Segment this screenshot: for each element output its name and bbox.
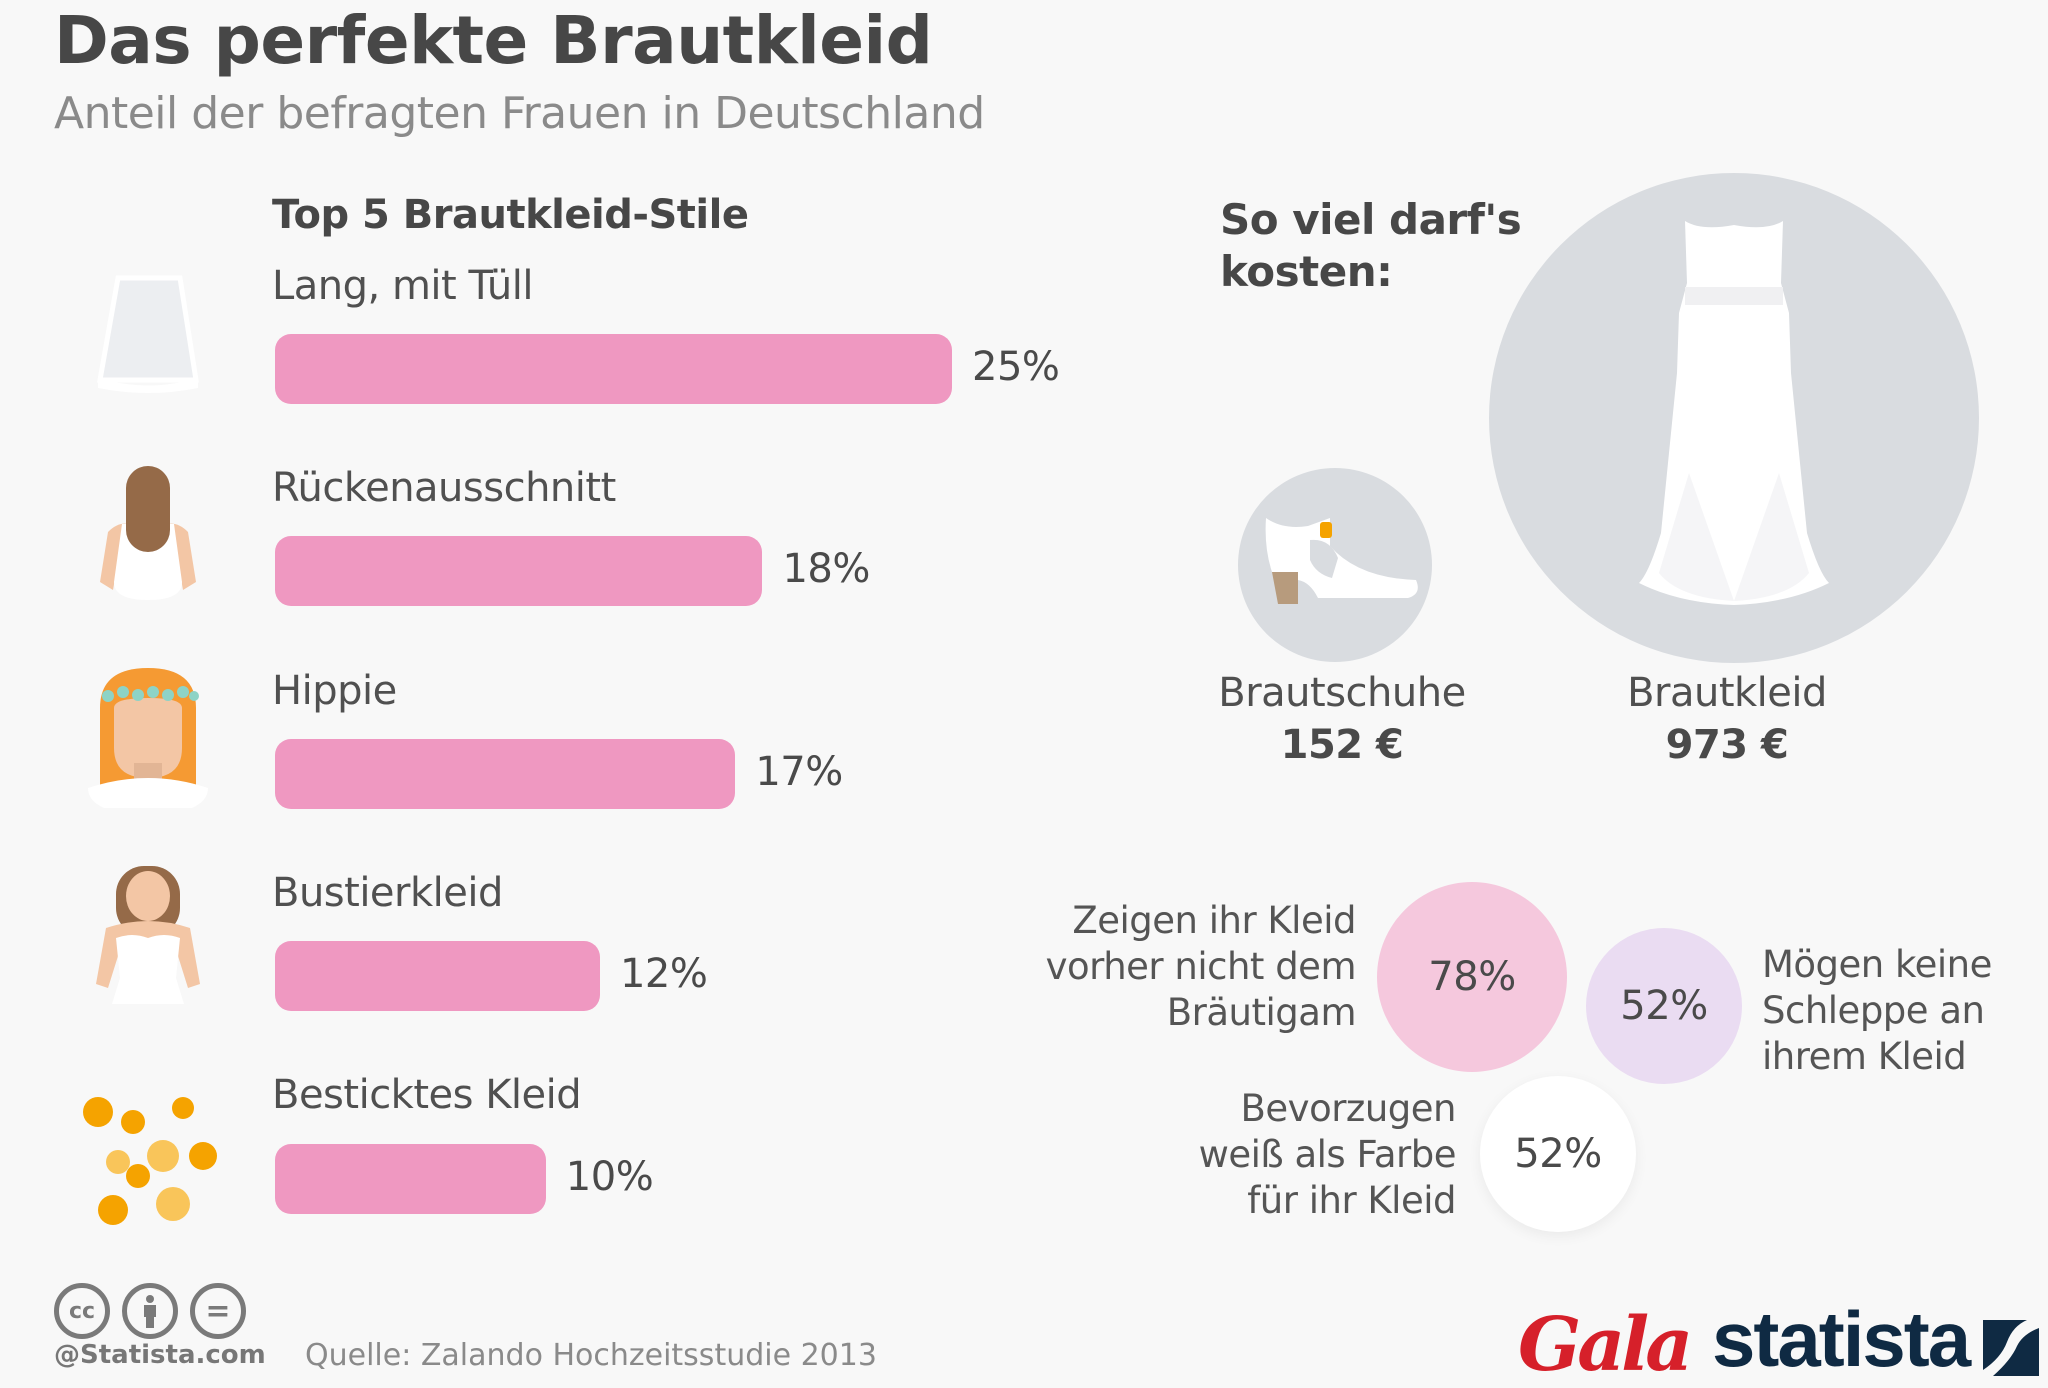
cost-label: Brautkleid (1627, 670, 1827, 716)
tulle-dress-icon (97, 275, 199, 393)
gala-logo[interactable]: Gala (1518, 1302, 1693, 1388)
statista-wordmark: statista (1712, 1295, 1971, 1383)
fact-label: Zeigen ihr Kleid vorher nicht dem Bräuti… (1045, 898, 1357, 1036)
bar (275, 1144, 546, 1214)
bar-chart-title: Top 5 Brautkleid-Stile (272, 192, 749, 238)
cost-title-line: So viel darf's (1220, 195, 1522, 244)
fact-label: Bevorzugen weiß als Farbe für ihr Kleid (1198, 1086, 1457, 1224)
bar-value-label: 17% (755, 749, 843, 795)
bar-value-label: 18% (782, 546, 870, 592)
cost-bubble-shoes (1238, 468, 1432, 662)
bar-label: Rückenausschnitt (272, 465, 616, 511)
bar-label: Bustierkleid (272, 870, 503, 916)
bar (275, 941, 600, 1011)
bar-label: Besticktes Kleid (272, 1072, 582, 1118)
cc-icon[interactable]: cc (54, 1283, 110, 1339)
statista-mark-icon (1983, 1320, 2040, 1376)
fact-bubble: 52% (1586, 928, 1742, 1084)
bar (275, 334, 952, 404)
by-attribution-icon[interactable] (122, 1283, 178, 1339)
cost-section-title: So viel darf's kosten: (1220, 194, 1522, 298)
bar-label: Hippie (272, 668, 397, 714)
nd-icon-text: = (205, 1293, 231, 1329)
embroidery-beads-icon (83, 1097, 217, 1225)
person-glyph (144, 1295, 156, 1328)
license-icons: cc = (54, 1283, 246, 1339)
fact-bubble: 78% (1377, 882, 1567, 1072)
fact-line: Mögen keine (1762, 943, 1992, 986)
fact-line: Zeigen ihr Kleid (1072, 899, 1356, 942)
bar-label: Lang, mit Tüll (272, 263, 533, 309)
chart-subtitle: Anteil der befragten Frauen in Deutschla… (54, 88, 985, 139)
fact-line: Schleppe an (1762, 989, 1985, 1032)
cost-bubble-dress (1489, 173, 1979, 663)
fact-bubble: 52% (1480, 1076, 1636, 1232)
fact-line: für ihr Kleid (1247, 1179, 1456, 1222)
fact-value: 52% (1620, 983, 1708, 1029)
fact-line: Bevorzugen (1240, 1087, 1457, 1130)
statista-logo[interactable]: statista (1712, 1295, 2040, 1383)
bar-value-label: 12% (619, 951, 708, 997)
source-note: Quelle: Zalando Hochzeitsstudie 2013 (305, 1338, 877, 1373)
bar-value-label: 10% (565, 1154, 654, 1200)
bridal-shoe-icon (1265, 518, 1418, 604)
bar-value-label: 25% (972, 344, 1060, 390)
cost-title-line: kosten: (1220, 247, 1393, 296)
bar (275, 739, 736, 809)
copyright-link[interactable]: @Statista.com (54, 1340, 266, 1370)
cost-value: 973 € (1665, 722, 1789, 768)
cost-label: Brautschuhe (1218, 670, 1466, 716)
fact-value: 52% (1514, 1131, 1602, 1177)
fact-line: vorher nicht dem (1045, 945, 1357, 988)
hippie-bride-icon (88, 668, 208, 808)
cc-icon-text: cc (68, 1298, 96, 1324)
fact-label: Mögen keine Schleppe an ihrem Kleid (1762, 942, 1992, 1080)
bustier-bride-icon (96, 866, 200, 1004)
fact-value: 78% (1428, 954, 1516, 1000)
cost-value: 152 € (1280, 722, 1404, 768)
fact-line: Bräutigam (1166, 991, 1357, 1034)
bar (275, 536, 763, 606)
open-back-bride-icon (100, 466, 196, 600)
fact-line: weiß als Farbe (1198, 1133, 1457, 1176)
chart-title: Das perfekte Brautkleid (54, 2, 933, 79)
fact-line: ihrem Kleid (1762, 1035, 1967, 1078)
wedding-dress-icon (1639, 221, 1829, 605)
no-derivatives-icon[interactable]: = (190, 1283, 246, 1339)
